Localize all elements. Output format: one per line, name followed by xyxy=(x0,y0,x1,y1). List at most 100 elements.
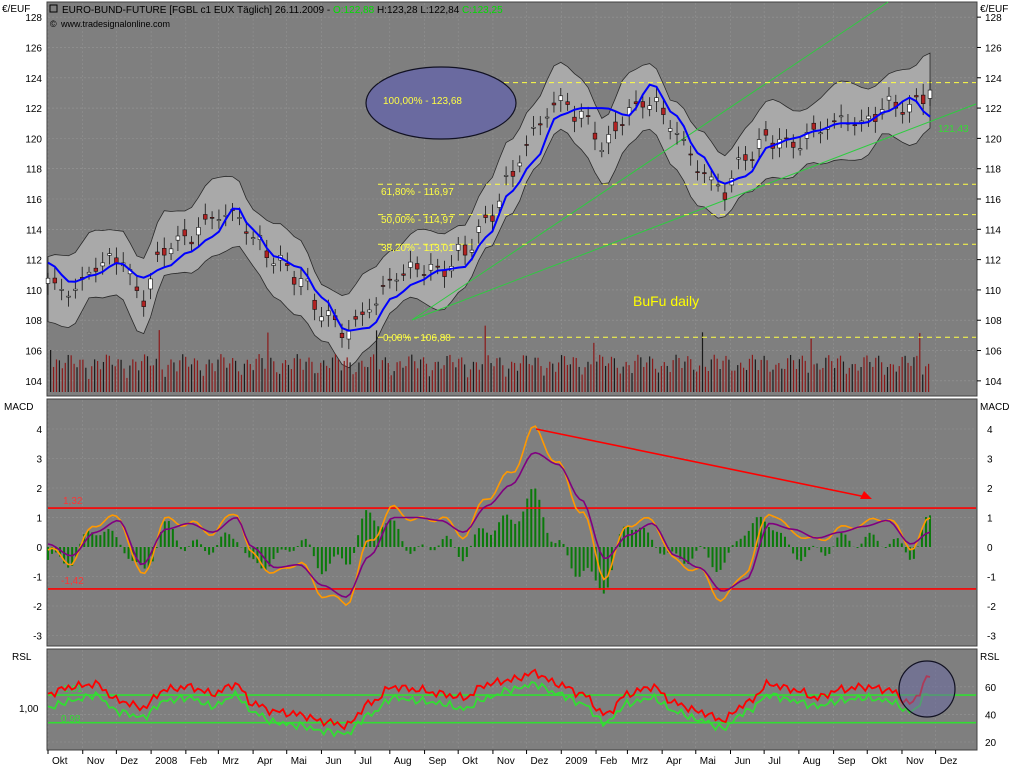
volume-bar xyxy=(578,366,580,392)
volume-bar xyxy=(651,358,654,392)
candle-body xyxy=(838,115,844,118)
price-y-tick-left: 110 xyxy=(26,286,42,297)
candle-body xyxy=(353,316,358,320)
volume-bar xyxy=(102,361,105,392)
candle-body xyxy=(585,115,591,117)
x-tick-label: Mrz xyxy=(631,756,648,767)
candle-body xyxy=(148,278,153,290)
candle-body xyxy=(66,295,71,298)
candle-body xyxy=(196,227,201,236)
volume-bar xyxy=(804,360,806,392)
volume-bar xyxy=(534,357,536,392)
candle-body xyxy=(579,111,584,119)
volume-bar xyxy=(748,358,751,392)
volume-bar xyxy=(261,358,263,392)
price-y-ticks: 104 104 106 106 108 108 110 110 112 112 114 114 116 1… xyxy=(25,13,1002,388)
x-tick-label: Aug xyxy=(803,756,821,767)
volume-bar xyxy=(384,357,386,392)
volume-bar xyxy=(907,362,909,392)
volume-bar xyxy=(355,371,357,392)
volume-bar xyxy=(672,360,674,392)
volume-bar xyxy=(373,354,375,392)
candle-body xyxy=(524,144,529,146)
volume-bar xyxy=(378,369,381,392)
volume-bar xyxy=(789,354,792,392)
rsl-y-tick-right: 20 xyxy=(985,738,997,749)
candle-body xyxy=(914,95,919,98)
volume-bar xyxy=(52,366,55,392)
volume-bar xyxy=(816,363,818,392)
candle-body xyxy=(298,278,304,287)
volume-bar xyxy=(851,364,853,392)
volume-bar xyxy=(146,356,149,392)
volume-bar xyxy=(663,362,665,392)
candle-body xyxy=(797,148,803,151)
volume-bar xyxy=(152,365,154,392)
volume-bar xyxy=(349,362,351,392)
volume-bar xyxy=(358,362,360,392)
volume-bar xyxy=(825,357,827,392)
candle-body xyxy=(134,286,140,291)
candle-body xyxy=(756,139,762,149)
volume-bar xyxy=(94,359,96,392)
volume-bar xyxy=(901,356,903,392)
volume-bar xyxy=(487,355,489,392)
macd-histogram xyxy=(47,488,931,594)
rsl-red-line xyxy=(47,668,931,731)
candle-body xyxy=(490,215,495,222)
envelope-band xyxy=(47,52,931,369)
volume-bar xyxy=(634,360,636,392)
volume-bar xyxy=(246,359,248,392)
price-y-tick-right: 110 xyxy=(985,286,1001,297)
volume-bar xyxy=(549,361,551,392)
candle-body xyxy=(155,251,160,255)
candle-body xyxy=(668,128,673,132)
candle-body xyxy=(469,249,475,253)
volume-bar xyxy=(646,362,648,392)
candle-body xyxy=(462,244,468,256)
volume-bar xyxy=(490,363,492,392)
volume-bar xyxy=(775,364,777,392)
volume-bar xyxy=(449,354,451,392)
volume-bar xyxy=(754,359,756,392)
volume-bar xyxy=(399,361,401,392)
candle-body xyxy=(791,141,796,148)
rsl-lower-label: 0,98 xyxy=(61,714,81,725)
candle-body xyxy=(476,226,481,233)
volume-bar xyxy=(731,370,733,392)
volume-bar xyxy=(872,366,874,392)
volume-bar xyxy=(440,368,442,392)
volume-bar xyxy=(678,357,680,392)
candle-body xyxy=(52,277,58,284)
volume-bar xyxy=(64,362,66,392)
volume-bar xyxy=(857,370,859,392)
candle-body xyxy=(394,279,399,282)
candle-body xyxy=(209,217,215,219)
volume-bar xyxy=(889,363,892,392)
candle-body xyxy=(86,271,92,275)
volume-bar xyxy=(443,365,445,392)
volume-bar xyxy=(161,369,163,392)
volume-bar xyxy=(478,369,480,392)
volume-bar xyxy=(240,374,243,392)
volume-bar xyxy=(170,359,172,392)
fib-label-50: 50,00% - 114,97 xyxy=(381,215,454,226)
volume-bar xyxy=(188,366,190,392)
volume-bar xyxy=(73,363,75,392)
volume-bar xyxy=(293,358,295,392)
x-tick-label: Mrz xyxy=(222,756,239,767)
volume-bar xyxy=(414,361,416,392)
rsl-y-ticks: 20 40 60 xyxy=(985,683,997,749)
volume-bar xyxy=(320,362,322,392)
rsl-panel[interactable] xyxy=(46,648,978,751)
price-y-tick-left: 106 xyxy=(25,347,42,358)
candle-body xyxy=(326,310,331,316)
volume-bar xyxy=(737,365,739,392)
candle-body xyxy=(613,121,618,132)
candle-body xyxy=(538,123,543,126)
candle-body xyxy=(100,262,105,267)
volume-bar xyxy=(264,368,266,392)
volume-bar xyxy=(475,362,477,392)
volume-bar xyxy=(243,363,246,392)
volume-bar xyxy=(898,366,900,392)
